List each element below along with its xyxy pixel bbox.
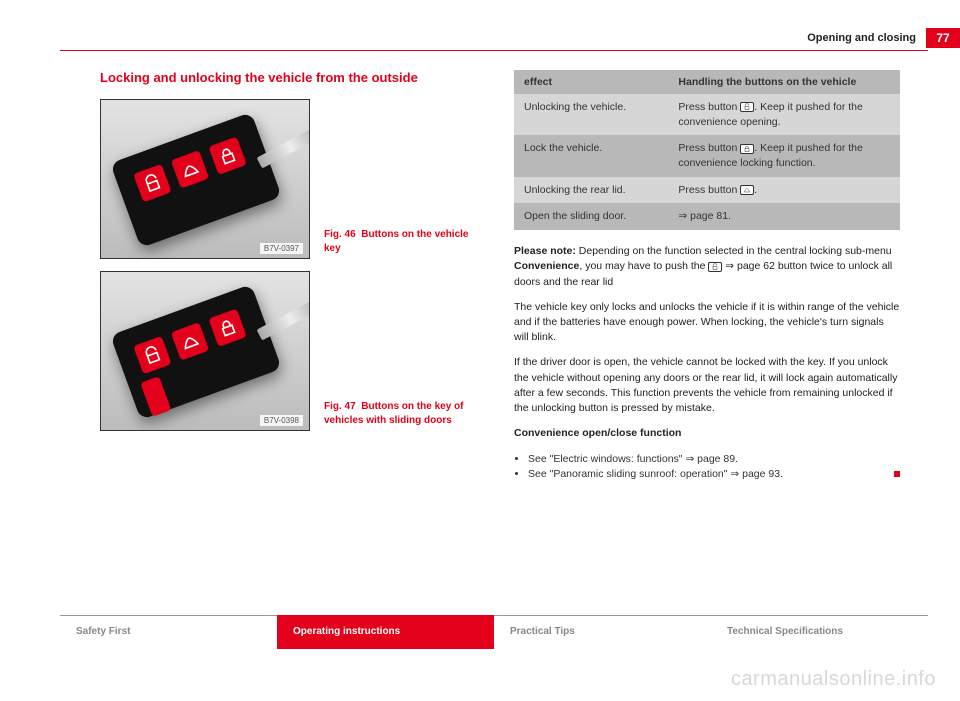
- para3: If the driver door is open, the vehicle …: [514, 355, 900, 416]
- note-prefix: Please note:: [514, 245, 576, 257]
- watermark: carmanualsonline.info: [731, 668, 936, 691]
- table-header-effect: effect: [514, 70, 668, 94]
- figure-block-1: B7V-0397 Fig. 46 Buttons on the vehicle …: [100, 99, 486, 259]
- right-column: effect Handling the buttons on the vehic…: [514, 70, 900, 483]
- effects-table: effect Handling the buttons on the vehic…: [514, 70, 900, 230]
- note-body1: Depending on the function selected in th…: [576, 245, 892, 257]
- footer-tab[interactable]: Safety First: [60, 615, 277, 649]
- header-rule: [60, 50, 928, 51]
- subhead: Convenience open/close function: [514, 426, 900, 441]
- key-unlock-icon: [133, 336, 171, 374]
- handling-cell: Press button . Keep it pushed for the co…: [668, 94, 900, 135]
- handling-cell: Press button .: [668, 177, 900, 204]
- effect-cell: Lock the vehicle.: [514, 135, 668, 176]
- figure-caption-2: Fig. 47 Buttons on the key of vehicles w…: [324, 400, 474, 431]
- key-lock-icon: [208, 309, 246, 347]
- key-unlock-icon: [133, 164, 171, 202]
- fig-label-2: Fig. 47: [324, 401, 356, 412]
- key-rear-icon: [171, 322, 209, 360]
- page-header: Opening and closing 77: [807, 28, 960, 48]
- note-body2: , you may have to push the: [579, 260, 708, 272]
- table-row: Unlocking the rear lid.Press button .: [514, 177, 900, 204]
- table-header-handling: Handling the buttons on the vehicle: [668, 70, 900, 94]
- page-content: Locking and unlocking the vehicle from t…: [100, 70, 900, 483]
- para2: The vehicle key only locks and unlocks t…: [514, 300, 900, 346]
- section-title: Locking and unlocking the vehicle from t…: [100, 70, 486, 85]
- key-body-2: [110, 284, 282, 420]
- lock-inline-icon: [740, 144, 754, 154]
- table-row: Open the sliding door.⇒ page 81.: [514, 203, 900, 230]
- figure-image-1: B7V-0397: [100, 99, 310, 259]
- handling-cell: Press button . Keep it pushed for the co…: [668, 135, 900, 176]
- body-text: Please note: Depending on the function s…: [514, 244, 900, 483]
- bullet-item: See "Panoramic sliding sunroof: operatio…: [528, 467, 900, 483]
- handling-cell: ⇒ page 81.: [668, 203, 900, 230]
- footer-tab[interactable]: Practical Tips: [494, 615, 711, 649]
- table-row: Lock the vehicle.Press button . Keep it …: [514, 135, 900, 176]
- rear-inline-icon: [740, 185, 754, 195]
- footer-tab[interactable]: Technical Specifications: [711, 615, 928, 649]
- table-row: Unlocking the vehicle.Press button . Kee…: [514, 94, 900, 135]
- note-paragraph: Please note: Depending on the function s…: [514, 244, 900, 290]
- subhead-text: Convenience open/close function: [514, 427, 681, 439]
- section-end-icon: [894, 471, 900, 477]
- left-column: Locking and unlocking the vehicle from t…: [100, 70, 486, 483]
- key-rear-icon: [171, 150, 209, 188]
- key-sliding-door-icon: [140, 376, 171, 417]
- unlock-inline-icon: [740, 102, 754, 112]
- page-number: 77: [926, 28, 960, 48]
- note-bold: Convenience: [514, 260, 579, 272]
- effect-cell: Unlocking the rear lid.: [514, 177, 668, 204]
- header-section-title: Opening and closing: [807, 32, 926, 44]
- footer-tab[interactable]: Operating instructions: [277, 615, 494, 649]
- figure-code-1: B7V-0397: [260, 243, 303, 254]
- key-body: [110, 112, 282, 248]
- key-lock-icon: [208, 137, 246, 175]
- figure-code-2: B7V-0398: [260, 415, 303, 426]
- fig-label-1: Fig. 46: [324, 229, 356, 240]
- bullet-list: See "Electric windows: functions" ⇒ page…: [514, 452, 900, 484]
- footer-tabs: Safety FirstOperating instructionsPracti…: [60, 615, 928, 649]
- effect-cell: Open the sliding door.: [514, 203, 668, 230]
- effect-cell: Unlocking the vehicle.: [514, 94, 668, 135]
- bullet-item: See "Electric windows: functions" ⇒ page…: [528, 452, 900, 468]
- figure-image-2: B7V-0398: [100, 271, 310, 431]
- figure-block-2: B7V-0398 Fig. 47 Buttons on the key of v…: [100, 271, 486, 431]
- figure-caption-1: Fig. 46 Buttons on the vehicle key: [324, 228, 474, 259]
- unlock-inline-icon: [708, 262, 722, 272]
